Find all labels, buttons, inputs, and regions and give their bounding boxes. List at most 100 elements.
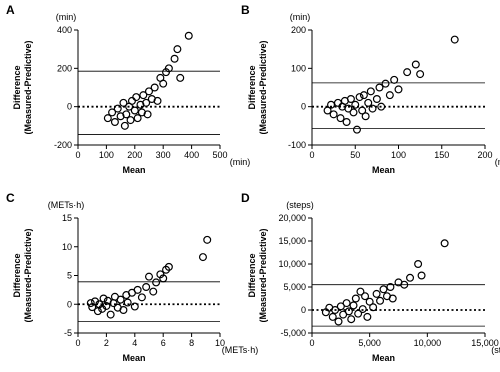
data-point — [379, 285, 388, 294]
data-point — [372, 289, 381, 298]
data-point — [123, 298, 132, 307]
data-point — [116, 295, 125, 304]
data-point — [198, 253, 207, 262]
data-point — [103, 114, 112, 123]
y-tick-label: -5,000 — [280, 328, 306, 338]
data-point — [102, 301, 111, 310]
data-point — [132, 93, 141, 102]
x-unit: (min) — [230, 157, 251, 167]
data-point — [126, 116, 135, 125]
data-point — [414, 260, 423, 269]
y-unit: (METs·h) — [48, 200, 85, 210]
y-tick-label: 10 — [62, 242, 72, 252]
data-point — [327, 100, 336, 109]
y-unit: (steps) — [286, 200, 314, 210]
y-tick-label: 0 — [67, 102, 72, 112]
data-point — [390, 75, 399, 84]
data-point — [133, 285, 142, 294]
data-point — [143, 110, 152, 119]
y-axis-label: Difference — [12, 253, 22, 297]
y-tick-label: 100 — [291, 63, 306, 73]
data-point — [120, 121, 129, 130]
y-unit: (min) — [290, 12, 311, 22]
x-tick-label: 4 — [132, 338, 137, 348]
data-point — [331, 306, 340, 315]
x-axis-label: Mean — [122, 165, 145, 175]
y-tick-label: 0 — [301, 102, 306, 112]
data-point — [328, 312, 337, 321]
y-tick-label: -100 — [288, 140, 306, 150]
data-point — [170, 54, 179, 63]
data-point — [153, 96, 162, 105]
x-axis-label: Mean — [372, 165, 395, 175]
y-tick-label: -5 — [64, 328, 72, 338]
x-tick-label: 0 — [309, 338, 314, 348]
data-point — [385, 91, 394, 100]
x-unit: (min) — [495, 157, 500, 167]
y-tick-label: 15 — [62, 213, 72, 223]
data-point — [159, 274, 168, 283]
y-axis-label: (Measured-Predictive) — [258, 40, 268, 134]
data-point — [119, 98, 128, 107]
data-point — [365, 297, 374, 306]
data-point — [99, 294, 108, 303]
data-point — [388, 294, 397, 303]
data-point — [366, 87, 375, 96]
panel-label: D — [241, 191, 250, 205]
data-point — [344, 104, 353, 113]
y-tick-label: 20,000 — [278, 213, 306, 223]
data-point — [150, 83, 159, 92]
panel-label: A — [6, 3, 15, 17]
data-point — [361, 292, 370, 301]
data-point — [411, 60, 420, 69]
data-point — [342, 299, 351, 308]
data-point — [130, 302, 139, 311]
data-point — [358, 305, 367, 314]
data-point — [363, 312, 372, 321]
x-tick-label: 5,000 — [358, 338, 381, 348]
y-axis-label: Difference — [12, 65, 22, 109]
data-point — [139, 91, 148, 100]
x-tick-label: 0 — [75, 338, 80, 348]
data-point — [142, 283, 151, 292]
data-point — [417, 271, 426, 280]
data-point — [361, 112, 370, 121]
data-point — [349, 301, 358, 310]
data-point — [184, 31, 193, 40]
data-point — [364, 98, 373, 107]
data-point — [130, 106, 139, 115]
data-point — [406, 273, 415, 282]
x-tick-label: 150 — [434, 150, 449, 160]
data-point — [145, 87, 154, 96]
data-point — [142, 98, 151, 107]
data-point — [403, 68, 412, 77]
data-point — [333, 98, 342, 107]
x-tick-label: 6 — [161, 338, 166, 348]
data-point — [127, 96, 136, 105]
x-unit: (METs·h) — [222, 345, 259, 355]
data-point — [323, 106, 332, 115]
y-tick-label: 200 — [291, 25, 306, 35]
y-tick-label: 200 — [57, 63, 72, 73]
data-point — [122, 110, 131, 119]
data-point — [394, 85, 403, 94]
x-tick-label: 10 — [215, 338, 225, 348]
data-point — [137, 293, 146, 302]
y-tick-label: 5 — [67, 271, 72, 281]
data-point — [149, 287, 158, 296]
data-point — [329, 110, 338, 119]
y-tick-label: 5,000 — [283, 282, 306, 292]
data-point — [119, 306, 128, 315]
panel-label: C — [6, 191, 15, 205]
x-tick-label: 8 — [189, 338, 194, 348]
y-axis-label: Difference — [247, 253, 257, 297]
x-tick-label: 200 — [127, 150, 142, 160]
y-axis-label: Difference — [247, 65, 257, 109]
x-axis-label: Mean — [372, 353, 395, 363]
data-point — [440, 239, 449, 248]
y-axis-label: (Measured-Predictive) — [23, 40, 33, 134]
data-point — [351, 294, 360, 303]
y-tick-label: 0 — [301, 305, 306, 315]
y-tick-label: 10,000 — [278, 259, 306, 269]
